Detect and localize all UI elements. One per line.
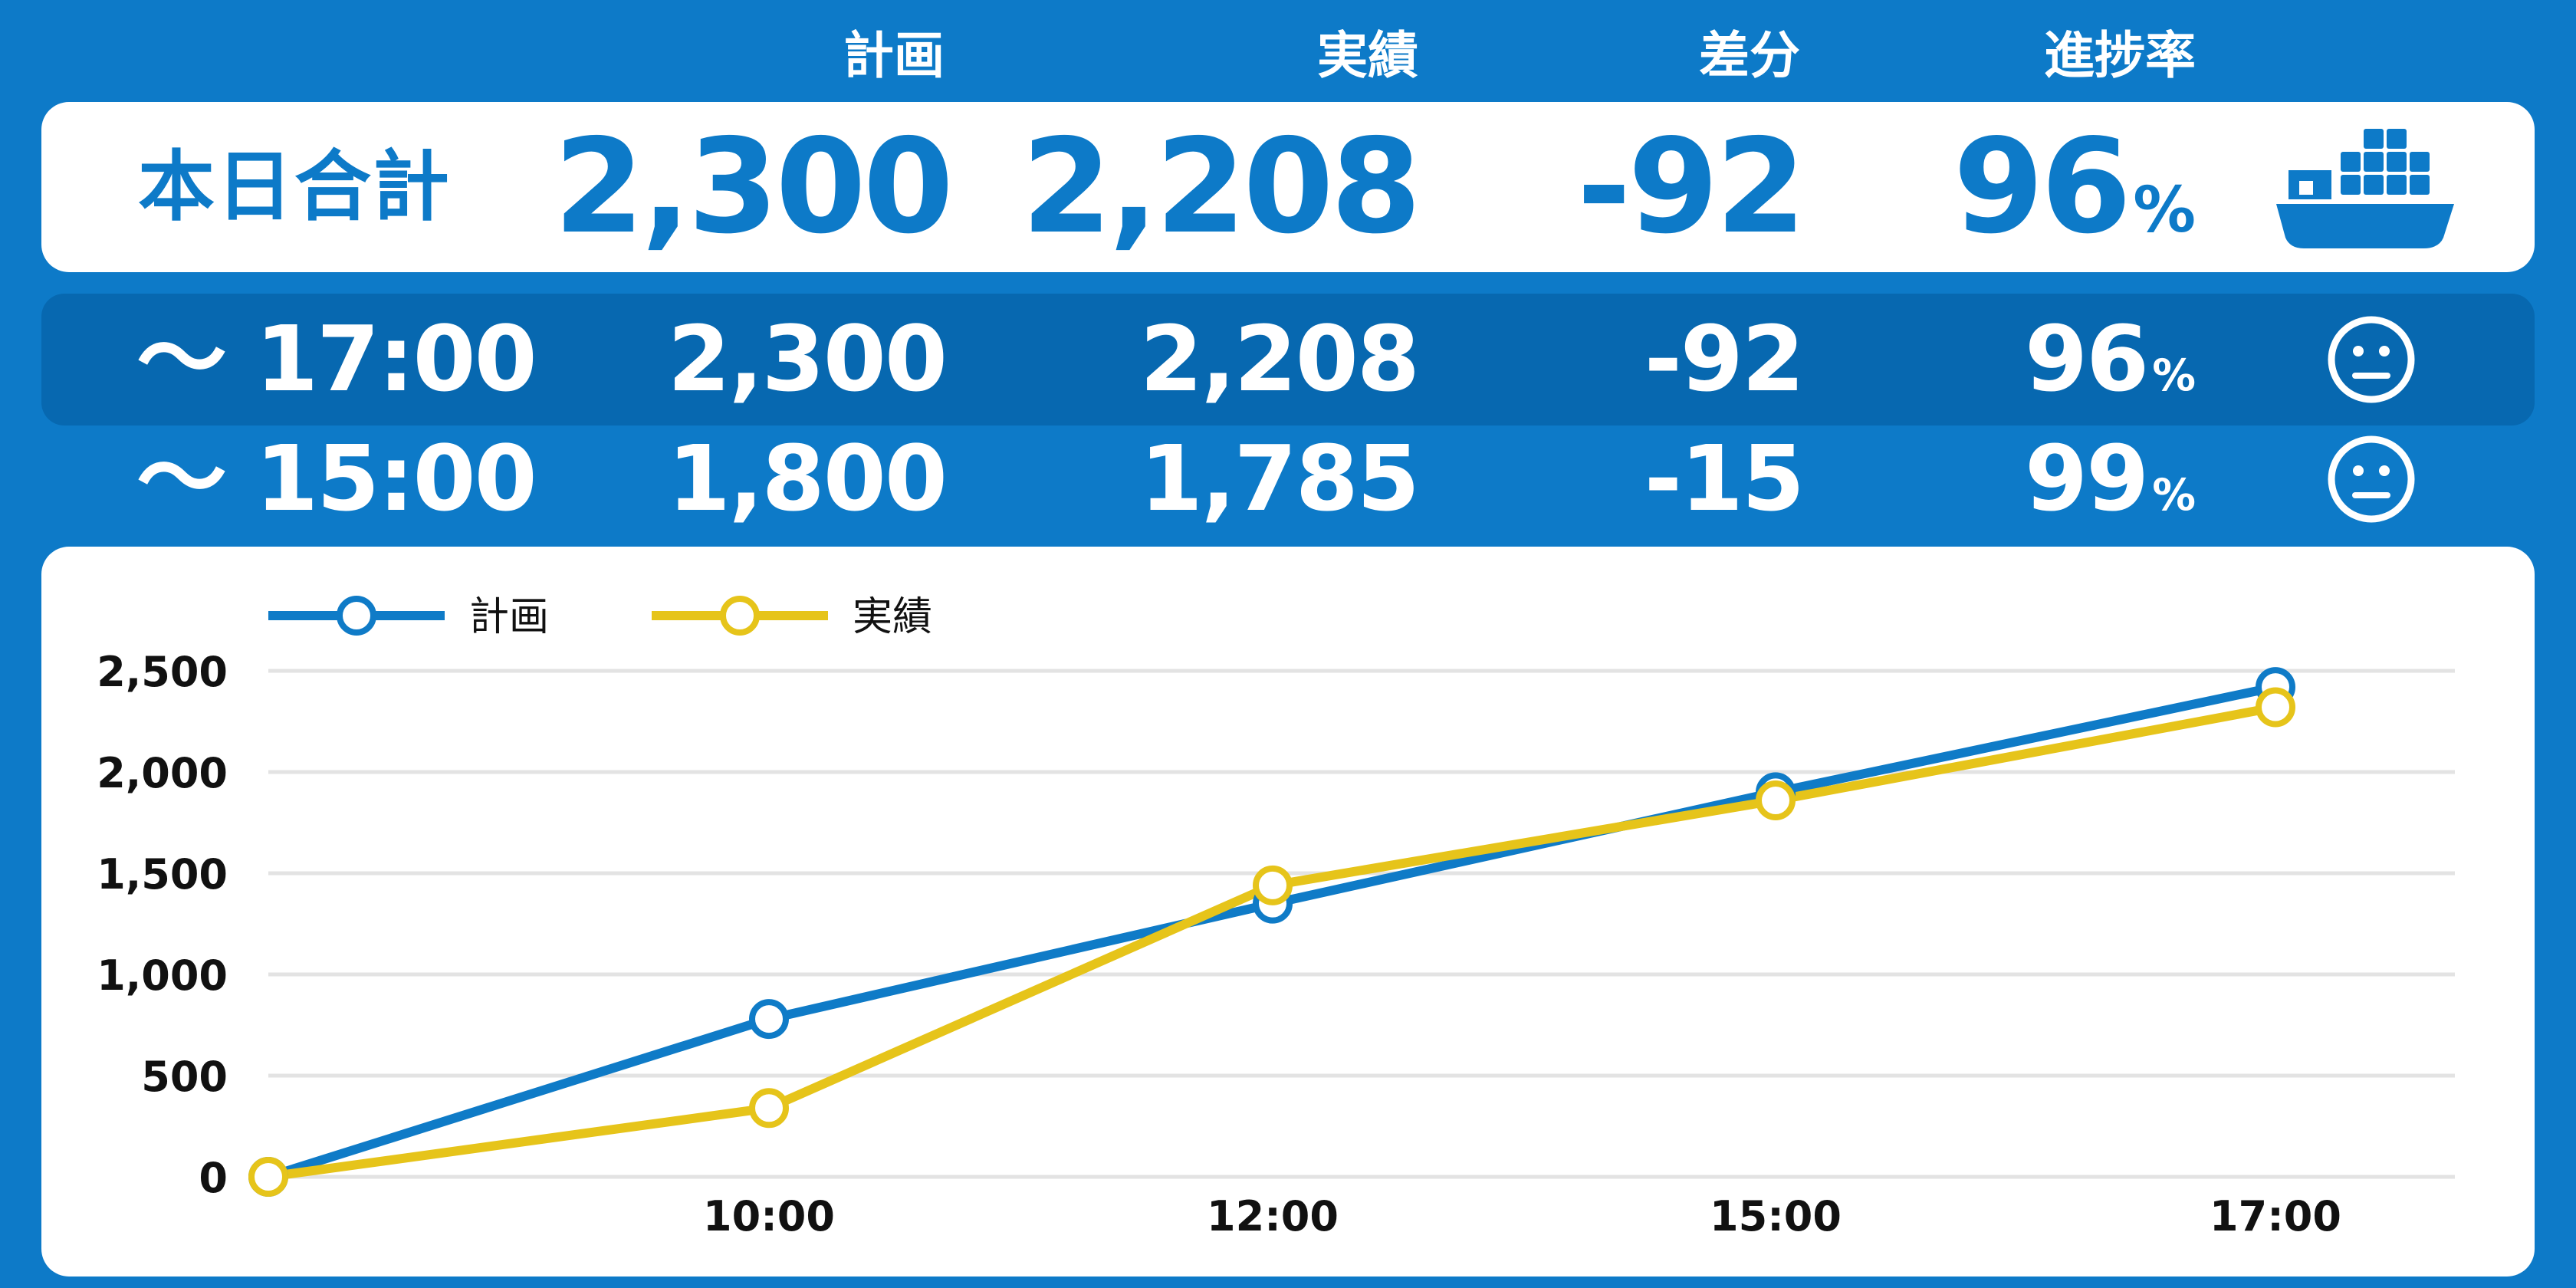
series-line [268, 702, 2277, 1181]
total-rate: 96% [1878, 102, 2196, 296]
y-tick-label: 1,000 [97, 951, 228, 1000]
legend-label: 実績 [853, 594, 932, 640]
legend-marker [337, 596, 376, 636]
data-point [2256, 687, 2295, 728]
legend-marker [720, 596, 760, 636]
neutral-face-icon [2326, 314, 2417, 405]
data-point [749, 999, 789, 1040]
header-plan: 計画 [843, 26, 945, 85]
header-diff: 差分 [1699, 26, 1800, 85]
row-diff: -92 [1644, 306, 1805, 412]
chart-legend: 計画 実績 [268, 594, 932, 640]
data-point [1253, 865, 1293, 905]
x-tick-label: 10:00 [703, 1192, 835, 1240]
x-axis-ticks: 10:00 12:00 15:00 17:00 [703, 1192, 2341, 1240]
row-rate-value: 96 [2025, 306, 2149, 412]
total-actual: 2,208 [1021, 111, 1421, 263]
y-tick-label: 0 [199, 1154, 228, 1202]
row-diff: -15 [1644, 426, 1805, 531]
total-rate-value: 96 [1953, 111, 2132, 263]
x-tick-label: 12:00 [1207, 1192, 1339, 1240]
header-rate: 進捗率 [2044, 26, 2196, 85]
header-actual: 実績 [1317, 26, 1418, 85]
x-tick-label: 17:00 [2210, 1192, 2341, 1240]
cargo-ship-icon [2273, 123, 2457, 255]
legend-label: 計画 [469, 594, 549, 640]
y-tick-label: 1,500 [97, 850, 228, 899]
total-rate-unit: % [2133, 174, 2196, 247]
x-tick-label: 15:00 [1710, 1192, 1842, 1240]
row-label: ～ 15:00 [136, 426, 537, 531]
row-rate: 99% [1917, 417, 2196, 557]
data-point [1756, 780, 1796, 820]
row-rate: 96% [1917, 297, 2196, 437]
row-label: ～ 17:00 [136, 306, 537, 412]
row-actual: 2,208 [1139, 306, 1420, 412]
chart-grid [268, 669, 2455, 1179]
total-diff: -92 [1576, 111, 1806, 263]
y-tick-label: 500 [141, 1053, 228, 1101]
row-plan: 2,300 [667, 306, 948, 412]
y-axis-ticks: 0 500 1,000 1,500 2,000 2,500 [97, 648, 228, 1202]
total-label: 本日合計 [138, 142, 451, 232]
data-point [749, 1088, 789, 1129]
row-band-17 [41, 294, 2535, 426]
row-rate-unit: % [2152, 470, 2196, 521]
progress-line-chart: 計画 実績 0 500 1,000 1,500 2,000 2,500 10:00 12:00… [97, 594, 2455, 1240]
row-rate-value: 99 [2025, 426, 2149, 531]
total-plan: 2,300 [554, 111, 954, 263]
neutral-face-icon [2326, 434, 2417, 524]
y-tick-label: 2,000 [97, 749, 228, 797]
row-plan: 1,800 [667, 426, 948, 531]
row-actual: 1,785 [1139, 426, 1420, 531]
row-rate-unit: % [2152, 350, 2196, 401]
chart-card: 計画 実績 0 500 1,000 1,500 2,000 2,500 10:00 12:00… [41, 547, 2535, 1276]
total-card [41, 102, 2535, 272]
chart-series [248, 667, 2295, 1197]
y-tick-label: 2,500 [97, 648, 228, 696]
data-point [248, 1157, 288, 1197]
